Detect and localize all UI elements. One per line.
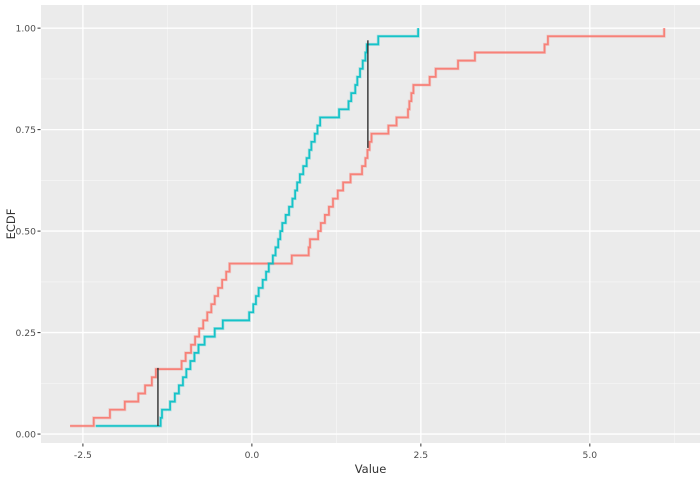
gridlines-major	[41, 5, 700, 443]
axis-ticks	[37, 27, 591, 447]
ecdf-curves	[70, 28, 666, 428]
y-tick-label: 0.00	[16, 429, 37, 440]
x-tick-label: 5.0	[583, 450, 598, 461]
x-tick-label: 2.5	[414, 450, 429, 461]
y-tick-label: 1.00	[16, 23, 37, 34]
y-tick-label: 0.75	[16, 125, 37, 136]
ecdf-curve-sample-2	[95, 28, 419, 427]
ks-distance-markers	[157, 40, 369, 426]
y-axis-title: ECDF	[4, 209, 18, 240]
x-tick-label: 0.0	[245, 450, 260, 461]
axis-tick-labels: -2.5 0.0 2.5 5.0 0.00 0.25 0.50 0.75 1.00	[16, 23, 598, 461]
x-axis-title: Value	[355, 462, 387, 476]
plot-panel	[41, 5, 700, 443]
gridlines-minor	[41, 5, 700, 443]
x-tick-label: -2.5	[74, 450, 92, 461]
y-tick-label: 0.50	[16, 226, 37, 237]
y-tick-label: 0.25	[16, 328, 37, 339]
ecdf-curve-sample-1	[70, 28, 666, 427]
